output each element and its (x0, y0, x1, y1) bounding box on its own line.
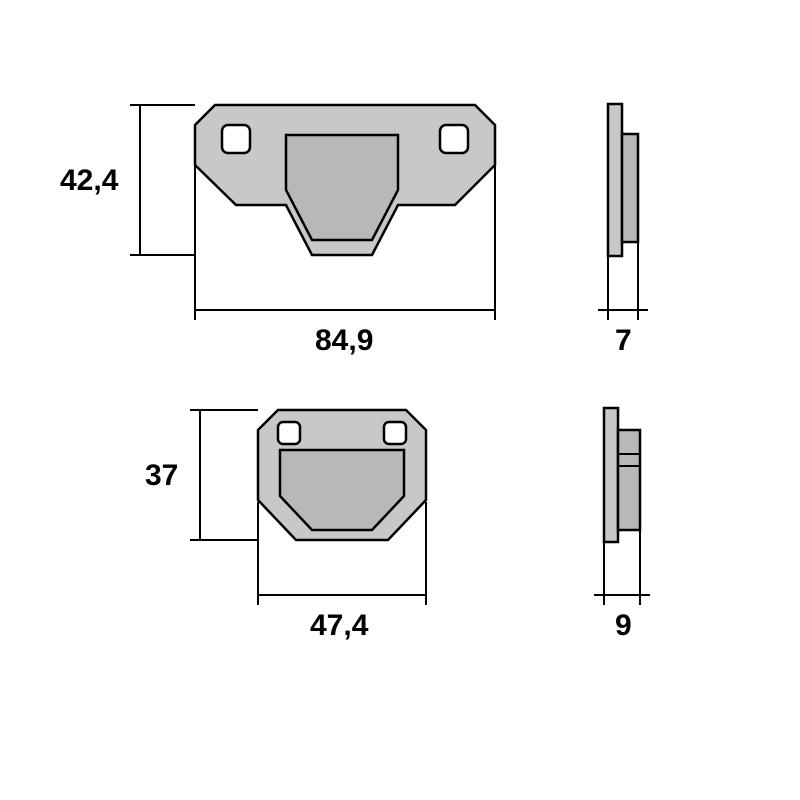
pad1-thickness-label: 7 (615, 324, 632, 357)
pad2-side-view (604, 408, 640, 542)
pad2-hole-right (384, 422, 406, 444)
pad1-front-view (195, 105, 495, 255)
pad1-hole-left (222, 125, 250, 153)
brake-pad-diagram: 42,4 84,9 7 37 47,4 9 (0, 0, 800, 800)
pad2-front-view (258, 410, 426, 540)
pad2-hole-left (278, 422, 300, 444)
pad1-side-view (608, 104, 638, 256)
pad2-height-label: 37 (145, 459, 178, 492)
pad1-height-label: 42,4 (60, 164, 119, 197)
pad2-thickness-label: 9 (615, 609, 632, 642)
pad1-friction-pad (286, 135, 398, 240)
pad1-hole-right (440, 125, 468, 153)
pad2-width-label: 47,4 (310, 609, 369, 642)
pad1-width-label: 84,9 (315, 324, 373, 357)
